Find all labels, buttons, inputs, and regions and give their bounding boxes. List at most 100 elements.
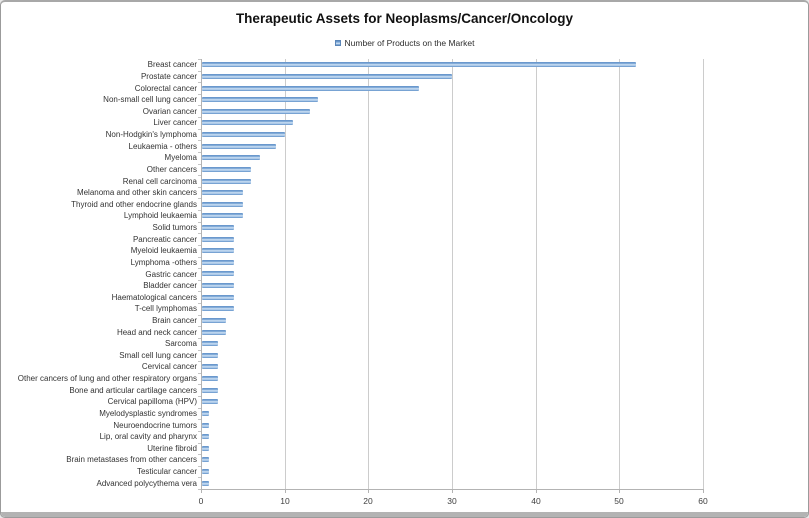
category-label: Sarcoma [164,339,197,348]
x-axis-tick [201,490,202,493]
x-axis-tick [452,490,453,493]
bar [202,423,209,428]
category-label: Solid tumors [152,223,197,232]
bar [202,469,209,474]
bar [202,283,234,288]
y-axis-tick [198,466,201,467]
category-label: Gastric cancer [145,270,197,279]
category-label: Prostate cancer [140,72,197,81]
y-axis-tick [198,198,201,199]
gridline [703,59,704,489]
y-axis-tick [198,350,201,351]
category-label: Haematological cancers [111,293,197,302]
y-axis-tick [198,443,201,444]
category-label: Leukaemia - others [128,142,197,151]
y-axis-tick [198,338,201,339]
x-axis-tick-label: 0 [198,496,204,506]
category-label: Melanoma and other skin cancers [76,188,197,197]
bar [202,167,251,172]
x-axis-tick [536,490,537,493]
bar [202,179,251,184]
bar [202,237,234,242]
y-axis-tick [198,268,201,269]
category-label: Non-small cell lung cancer [103,95,197,104]
bar [202,144,276,149]
category-label: Liver cancer [153,118,197,127]
category-label: T-cell lymphomas [134,304,197,313]
bar [202,388,218,393]
bar [202,457,209,462]
bar [202,341,218,346]
category-label: Non-Hodgkin's lymphoma [105,130,197,139]
category-label: Thyroid and other endocrine glands [71,200,197,209]
category-label: Brain cancer [152,316,197,325]
chart-title: Therapeutic Assets for Neoplasms/Cancer/… [235,11,574,26]
bar [202,225,234,230]
bar [202,353,218,358]
y-axis-tick [198,152,201,153]
x-axis-tick [285,490,286,493]
bar [202,86,419,91]
y-axis-tick [198,408,201,409]
category-label: Bladder cancer [143,281,197,290]
y-axis-tick [198,361,201,362]
y-axis-line [201,59,202,489]
bar [202,271,234,276]
y-axis-tick [198,373,201,374]
legend: Number of Products on the Market [1,38,808,48]
category-label: Head and neck cancer [116,328,197,337]
y-axis-tick [198,326,201,327]
y-axis-tick [198,117,201,118]
category-label: Advanced polycythema vera [96,479,198,488]
category-label: Colorectal cancer [134,84,197,93]
y-axis-tick [198,396,201,397]
category-label: Bone and articular cartilage cancers [69,386,197,395]
y-axis-tick [198,129,201,130]
category-label: Lymphoma -others [130,258,197,267]
y-axis-tick [198,105,201,106]
bar [202,481,209,486]
category-label: Breast cancer [147,60,197,69]
bar [202,318,226,323]
bar [202,120,293,125]
gridline [368,59,369,489]
window-bottom-edge [1,512,808,517]
category-label: Ovarian cancer [142,107,197,116]
bar [202,190,243,195]
bar [202,411,209,416]
bar [202,295,234,300]
bar [202,248,234,253]
x-axis-line [201,489,704,490]
y-axis-tick [198,245,201,246]
x-axis-tick-label: 30 [447,496,457,506]
x-axis-tick-label: 60 [698,496,708,506]
bar [202,306,234,311]
gridline [452,59,453,489]
bar [202,74,452,79]
y-axis-tick [198,94,201,95]
gridline [536,59,537,489]
bar [202,376,218,381]
bar [202,109,310,114]
bar [202,364,218,369]
x-axis-tick-label: 20 [363,496,373,506]
bar [202,97,318,102]
bar [202,155,260,160]
x-axis-tick [368,490,369,493]
x-axis-tick-label: 10 [280,496,290,506]
category-label: Renal cell carcinoma [122,177,197,186]
bar [202,260,234,265]
gridline [285,59,286,489]
y-axis-tick [198,222,201,223]
bar [202,202,243,207]
category-label: Other cancers of lung and other respirat… [17,374,197,383]
y-axis-tick [198,140,201,141]
bar [202,446,209,451]
y-axis-tick [198,384,201,385]
category-label: Pancreatic cancer [132,235,197,244]
bar [202,399,218,404]
y-axis-tick [198,431,201,432]
y-axis-tick [198,303,201,304]
category-label: Myeloid leukaemia [130,246,197,255]
